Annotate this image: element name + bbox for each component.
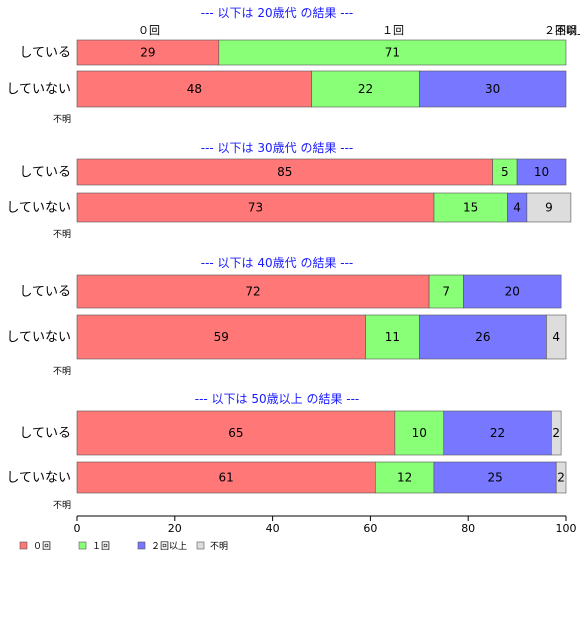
bar-category-label: していない <box>6 471 71 486</box>
bar-segment-1 <box>365 314 420 360</box>
bar-category-label: していない <box>6 201 71 216</box>
bar-segment-3 <box>546 314 567 360</box>
legend-label-0: ０回 <box>33 541 51 552</box>
top-category-label-2: ２回以上 <box>544 24 580 37</box>
x-tick-label: 100 <box>556 522 577 535</box>
bar-segment-1 <box>218 39 567 66</box>
group-title-2: --- 以下は 40歳代 の結果 --- <box>201 256 354 270</box>
unknown-row-label: 不明 <box>53 229 71 240</box>
bar-value-label: 4 <box>552 330 560 344</box>
x-tick-label: 40 <box>266 522 280 535</box>
bar-segment-3 <box>555 461 567 494</box>
bar-value-label: 26 <box>475 330 490 344</box>
group-title-3: --- 以下は 50歳以上 の結果 --- <box>195 392 360 406</box>
legend-swatch-2 <box>137 541 146 550</box>
bar-segment-0 <box>76 192 435 223</box>
bar-value-label: 85 <box>277 165 292 179</box>
bar-category-label: している <box>19 165 71 180</box>
bar-value-label: 7 <box>442 285 450 299</box>
bar-value-label: 29 <box>140 46 155 60</box>
bar-segment-1 <box>394 410 445 456</box>
legend-label-2: ２回以上 <box>151 541 187 552</box>
bar-value-label: 48 <box>187 82 202 96</box>
bar-segment-2 <box>443 410 552 456</box>
bar-value-label: 25 <box>487 471 502 485</box>
legend-swatch-0 <box>19 541 28 550</box>
bar-segment-1 <box>374 461 435 494</box>
bar-value-label: 22 <box>358 82 373 96</box>
bar-value-label: 2 <box>557 471 565 485</box>
bar-value-label: 11 <box>385 330 400 344</box>
bar-segment-0 <box>76 314 366 360</box>
bar-segment-2 <box>433 461 557 494</box>
top-category-label-0: ０回 <box>138 24 160 37</box>
bar-value-label: 61 <box>219 471 234 485</box>
bar-value-label: 73 <box>248 201 263 215</box>
bar-segment-2 <box>418 314 547 360</box>
bar-value-label: 9 <box>545 201 553 215</box>
bar-segment-2 <box>463 274 562 309</box>
bar-segment-2 <box>516 158 567 186</box>
legend-swatch-3 <box>196 541 205 550</box>
bar-value-label: 59 <box>214 330 229 344</box>
unknown-row-label: 不明 <box>53 114 71 125</box>
bar-segment-0 <box>76 461 376 494</box>
legend-swatch-1 <box>78 541 87 550</box>
group-title-0: --- 以下は 20歳代 の結果 --- <box>201 6 354 20</box>
x-tick-label: 80 <box>461 522 475 535</box>
bar-segment-1 <box>492 158 518 186</box>
bar-value-label: 15 <box>463 201 478 215</box>
bar-segment-0 <box>76 410 396 456</box>
bar-category-label: している <box>19 285 71 300</box>
bar-value-label: 10 <box>534 165 549 179</box>
bar-segment-1 <box>433 192 508 223</box>
bar-value-label: 65 <box>228 426 243 440</box>
bar-category-label: している <box>19 426 71 441</box>
bar-segment-3 <box>551 410 562 456</box>
bar-value-label: 4 <box>513 201 521 215</box>
bar-value-label: 72 <box>245 285 260 299</box>
top-category-label-3: 不明 <box>555 24 577 37</box>
x-tick-label: 0 <box>74 522 81 535</box>
bar-category-label: している <box>19 46 71 61</box>
bar-value-label: 20 <box>505 285 520 299</box>
bar-value-label: 10 <box>412 426 427 440</box>
top-category-label-1: １回 <box>382 24 404 37</box>
group-title-1: --- 以下は 30歳代 の結果 --- <box>201 141 354 155</box>
bar-value-label: 5 <box>501 165 509 179</box>
bar-category-label: していない <box>6 330 71 345</box>
unknown-row-label: 不明 <box>53 366 71 377</box>
bar-value-label: 30 <box>485 82 500 96</box>
bar-segment-0 <box>76 158 493 186</box>
x-tick-label: 60 <box>363 522 377 535</box>
legend-label-1: １回 <box>92 541 110 552</box>
x-tick-label: 20 <box>168 522 182 535</box>
bar-segment-2 <box>418 70 567 108</box>
bar-segment-0 <box>76 274 430 309</box>
bar-value-label: 12 <box>397 471 412 485</box>
bar-segment-3 <box>526 192 572 223</box>
bar-category-label: していない <box>6 82 71 97</box>
bar-value-label: 22 <box>490 426 505 440</box>
bar-value-label: 71 <box>385 46 400 60</box>
unknown-row-label: 不明 <box>53 500 71 511</box>
legend-label-3: 不明 <box>210 541 228 552</box>
bar-value-label: 2 <box>552 426 560 440</box>
